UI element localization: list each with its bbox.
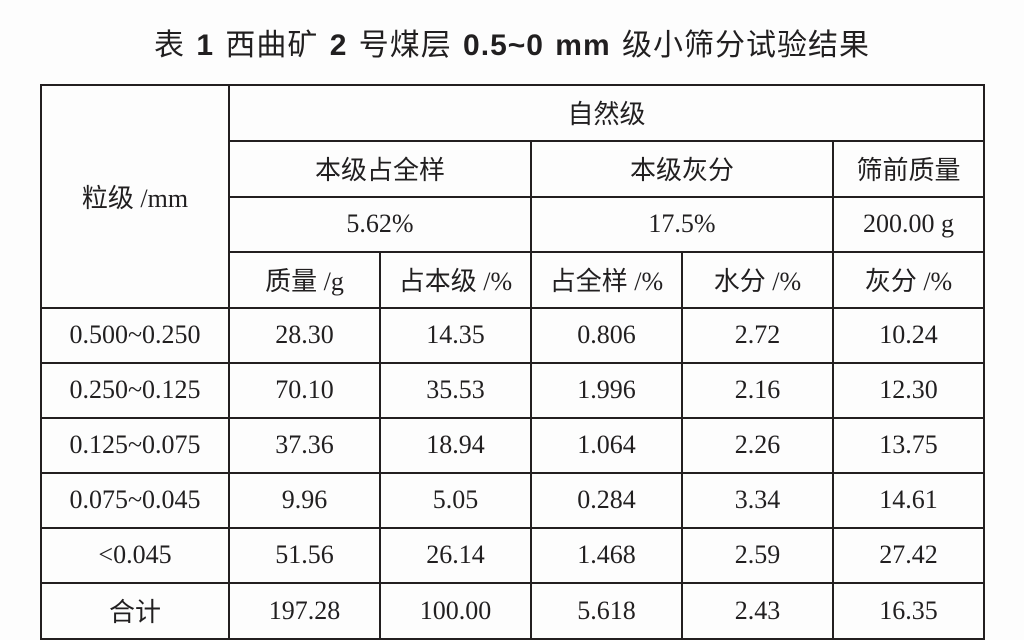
- cell: 2.26: [682, 418, 833, 473]
- cell: 18.94: [380, 418, 531, 473]
- cell: 100.00: [380, 583, 531, 639]
- row-header-label: 粒级 /mm: [41, 85, 229, 308]
- row-label: 0.250~0.125: [41, 363, 229, 418]
- cell: 28.30: [229, 308, 380, 363]
- table-row: 0.075~0.045 9.96 5.05 0.284 3.34 14.61: [41, 473, 984, 528]
- group-val-b: 17.5%: [531, 197, 833, 252]
- table-caption: 表 1 西曲矿 2 号煤层 0.5~0 mm 级小筛分试验结果: [40, 20, 984, 64]
- subheader: 占全样 /%: [531, 252, 682, 308]
- cell: 16.35: [833, 583, 984, 639]
- cell: 13.75: [833, 418, 984, 473]
- cell: 5.618: [531, 583, 682, 639]
- row-label: 0.125~0.075: [41, 418, 229, 473]
- row-label: 0.075~0.045: [41, 473, 229, 528]
- table-row-total: 合计 197.28 100.00 5.618 2.43 16.35: [41, 583, 984, 639]
- subheader: 水分 /%: [682, 252, 833, 308]
- subheader: 占本级 /%: [380, 252, 531, 308]
- cell: 35.53: [380, 363, 531, 418]
- table-row: 0.250~0.125 70.10 35.53 1.996 2.16 12.30: [41, 363, 984, 418]
- cell: 14.35: [380, 308, 531, 363]
- group-top: 自然级: [229, 85, 984, 141]
- table-row: 0.500~0.250 28.30 14.35 0.806 2.72 10.24: [41, 308, 984, 363]
- cell: 0.806: [531, 308, 682, 363]
- row-label: 合计: [41, 583, 229, 639]
- cell: 10.24: [833, 308, 984, 363]
- cell: 14.61: [833, 473, 984, 528]
- row-label: <0.045: [41, 528, 229, 583]
- cell: 197.28: [229, 583, 380, 639]
- table-row: <0.045 51.56 26.14 1.468 2.59 27.42: [41, 528, 984, 583]
- cell: 2.16: [682, 363, 833, 418]
- cell: 0.284: [531, 473, 682, 528]
- cell: 1.996: [531, 363, 682, 418]
- group-mid-b: 本级灰分: [531, 141, 833, 197]
- subheader: 质量 /g: [229, 252, 380, 308]
- cell: 70.10: [229, 363, 380, 418]
- cell: 2.43: [682, 583, 833, 639]
- cell: 5.05: [380, 473, 531, 528]
- group-val-c: 200.00 g: [833, 197, 984, 252]
- cell: 9.96: [229, 473, 380, 528]
- cell: 37.36: [229, 418, 380, 473]
- cell: 51.56: [229, 528, 380, 583]
- cell: 2.59: [682, 528, 833, 583]
- cell: 2.72: [682, 308, 833, 363]
- group-val-a: 5.62%: [229, 197, 531, 252]
- cell: 1.064: [531, 418, 682, 473]
- group-mid-a: 本级占全样: [229, 141, 531, 197]
- cell: 27.42: [833, 528, 984, 583]
- table-row: 0.125~0.075 37.36 18.94 1.064 2.26 13.75: [41, 418, 984, 473]
- cell: 1.468: [531, 528, 682, 583]
- subheader: 灰分 /%: [833, 252, 984, 308]
- cell: 12.30: [833, 363, 984, 418]
- group-mid-c: 筛前质量: [833, 141, 984, 197]
- row-label: 0.500~0.250: [41, 308, 229, 363]
- data-table: 粒级 /mm 自然级 本级占全样 本级灰分 筛前质量 5.62% 17.5% 2…: [40, 84, 985, 640]
- cell: 26.14: [380, 528, 531, 583]
- cell: 3.34: [682, 473, 833, 528]
